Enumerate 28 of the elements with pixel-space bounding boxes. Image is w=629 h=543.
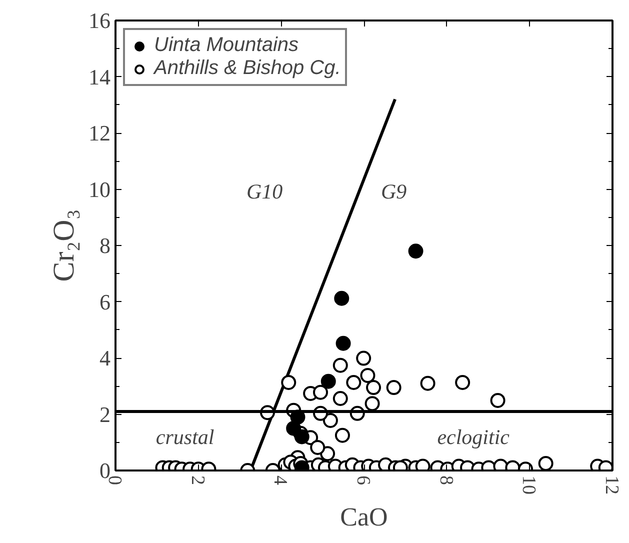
point	[320, 374, 336, 389]
x-tick-label: 10	[518, 476, 540, 494]
x-tick-label: 6	[352, 476, 374, 485]
point	[286, 420, 302, 436]
point	[294, 429, 310, 444]
annotation: eclogitic	[437, 424, 510, 449]
y-axis-title: Cr₂O₃	[48, 209, 80, 282]
y-tick-label: 14	[88, 64, 110, 90]
x-tick-label: 4	[270, 476, 291, 486]
y-tick-label: 6	[100, 289, 110, 314]
y-tick-label: 4	[100, 346, 110, 370]
x-tick-label: 8	[435, 476, 456, 485]
legend-label: Uinta Mountains	[154, 34, 299, 57]
annotation: G9	[380, 180, 408, 204]
y-tick-label: 2	[100, 402, 110, 427]
point	[336, 336, 351, 351]
y-tick-label: 10	[88, 176, 110, 202]
point	[334, 290, 350, 306]
y-tick-label: 8	[100, 233, 110, 258]
x-axis-title: CaO	[340, 502, 388, 532]
y-tick-label: 16	[88, 8, 110, 33]
annotation: G10	[246, 180, 284, 204]
point	[408, 244, 424, 259]
y-tick-label: 12	[88, 120, 110, 146]
legend-label: Anthills & Bishop Cg.	[154, 57, 341, 80]
x-tick-label: 12	[601, 476, 622, 494]
annotation: crustal	[156, 424, 214, 449]
x-tick-label: 2	[186, 476, 208, 485]
